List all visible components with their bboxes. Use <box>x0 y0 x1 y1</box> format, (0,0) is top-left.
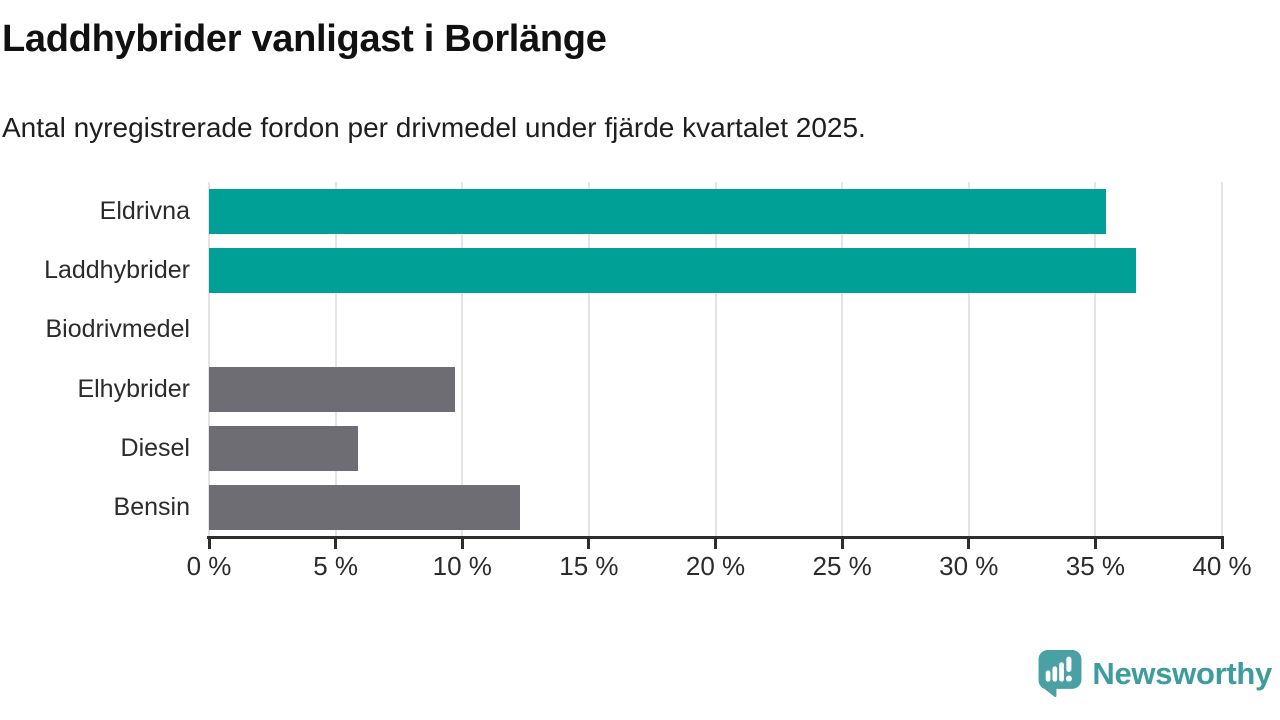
y-label-biodrivmedel: Biodrivmedel <box>45 315 190 344</box>
x-tick-10 <box>460 536 464 549</box>
x-tick-label-0: 0 % <box>186 551 232 581</box>
bar-laddhybrider <box>209 248 1136 294</box>
bar-diesel <box>209 425 359 471</box>
x-tick-35 <box>1093 536 1097 549</box>
x-tick-20 <box>714 536 717 549</box>
x-tick-label-25: 25 % <box>812 551 872 581</box>
x-tick-5 <box>334 536 338 549</box>
x-tick-label-20: 20 % <box>685 551 746 581</box>
x-tick-label-30: 30 % <box>939 551 999 581</box>
chart-subtitle: Antal nyregistrerade fordon per drivmede… <box>2 112 866 143</box>
y-axis-labels: Eldrivna Laddhybrider Biodrivmedel Elhybrid… <box>0 182 190 537</box>
x-tick-label-40: 40 % <box>1192 551 1252 581</box>
gridline-10-percent <box>461 182 464 537</box>
x-tick-label-5: 5 % <box>313 551 359 581</box>
y-label-laddhybrider: Laddhybrider <box>44 256 190 285</box>
x-tick-15 <box>587 536 591 549</box>
gridline-35-percent <box>1094 182 1097 537</box>
gridline-30-percent <box>967 182 970 537</box>
gridline-0-percent <box>208 182 210 537</box>
bar-bensin <box>209 484 521 530</box>
gridline-5-percent <box>334 182 337 537</box>
chart-title: Laddhybrider vanligast i Borlänge <box>2 18 607 60</box>
gridline-15-percent <box>587 182 590 537</box>
bar-chart-plot-area <box>208 182 1223 537</box>
x-tick-40 <box>1220 536 1224 549</box>
newsworthy-logo: Newsworthy <box>1038 650 1272 697</box>
gridline-20-percent <box>714 182 717 537</box>
x-tick-label-15: 15 % <box>559 551 619 581</box>
y-label-diesel: Diesel <box>120 433 190 462</box>
gridline-25-percent <box>841 182 844 537</box>
x-tick-30 <box>967 536 971 549</box>
x-tick-0 <box>207 536 211 549</box>
x-tick-label-35: 35 % <box>1065 551 1126 581</box>
y-label-eldrivna: Eldrivna <box>99 197 190 226</box>
gridline-40-percent <box>1221 182 1223 537</box>
newsworthy-logo-text: Newsworthy <box>1092 655 1272 691</box>
newsworthy-logo-icon <box>1038 650 1082 697</box>
x-tick-label-10: 10 % <box>432 551 492 581</box>
x-tick-25 <box>840 536 844 549</box>
bar-elhybrider <box>209 366 455 412</box>
bar-eldrivna <box>209 189 1106 235</box>
y-label-elhybrider: Elhybrider <box>77 374 190 403</box>
y-label-bensin: Bensin <box>113 492 190 521</box>
